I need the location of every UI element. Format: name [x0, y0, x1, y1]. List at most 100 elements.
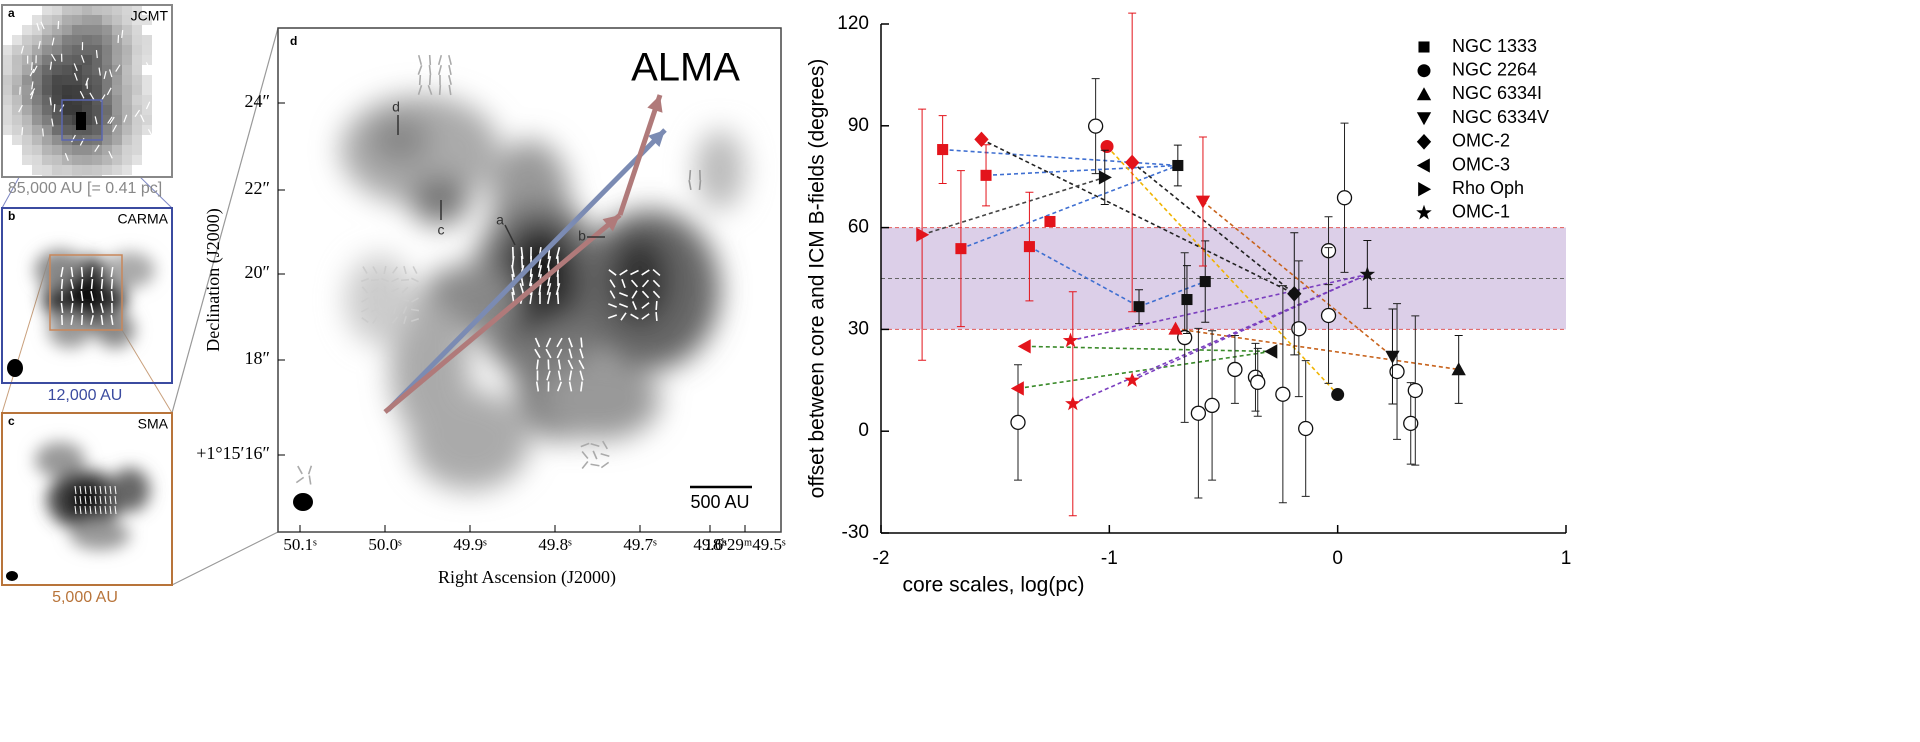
polarization-vector — [19, 153, 22, 162]
polarization-vector — [100, 266, 104, 278]
polarization-vector — [110, 278, 114, 290]
polarization-vector — [51, 118, 54, 127]
emission — [370, 115, 430, 165]
polarization-vector — [428, 54, 432, 66]
map-pixel — [2, 65, 12, 75]
map-pixel — [62, 55, 72, 65]
panel-frame — [277, 27, 782, 533]
map-pixel — [72, 165, 82, 175]
emission — [410, 175, 470, 225]
legend-label: OMC-2 — [1452, 131, 1510, 151]
link-line — [1138, 280, 1206, 308]
polarization-vector — [556, 291, 560, 305]
polarization-vector — [537, 264, 543, 278]
map-pixel — [122, 15, 132, 25]
marker — [1359, 266, 1376, 282]
marker — [1125, 154, 1140, 171]
map-pixel — [122, 5, 132, 15]
map-pixel — [122, 145, 132, 155]
map-pixel — [12, 115, 22, 125]
map-pixel — [92, 105, 102, 115]
polarization-vector — [80, 266, 84, 278]
polarization-vector — [609, 279, 616, 288]
polarization-vector — [557, 370, 562, 381]
map-pixel — [2, 55, 12, 65]
map-pixel — [142, 15, 152, 25]
beam — [7, 359, 23, 377]
map-pixel — [22, 155, 32, 165]
map-pixel — [42, 145, 52, 155]
map-pixel — [142, 85, 152, 95]
map-pixel — [42, 15, 52, 25]
y-tick-label: 0 — [858, 420, 869, 441]
map-pixel — [132, 35, 142, 45]
emission — [35, 442, 85, 478]
polarization-vector — [114, 485, 117, 495]
marker — [980, 169, 992, 181]
panel-text: 5,000 AU — [52, 589, 118, 606]
polarization-vector — [412, 266, 418, 274]
map-pixel — [2, 95, 12, 105]
map-pixel — [22, 85, 32, 95]
polarization-vector — [393, 305, 397, 315]
map-pixel — [42, 55, 52, 65]
map-pixel — [132, 105, 142, 115]
panel-text: JCMT — [131, 8, 169, 24]
marker — [1385, 350, 1400, 364]
map-pixel — [22, 35, 32, 45]
panel-text: d — [290, 34, 297, 48]
polarization-vector — [114, 495, 117, 505]
polarization-vector — [410, 317, 420, 323]
map-pixel — [72, 25, 82, 35]
link-line — [1017, 350, 1272, 390]
polarization-vector — [688, 169, 692, 181]
marker — [1124, 372, 1140, 387]
sma-map — [6, 442, 150, 581]
polarization-vector — [411, 277, 419, 283]
map-pixel — [122, 115, 132, 125]
polarization-vector — [520, 255, 524, 269]
polarization-vector — [99, 485, 102, 495]
map-pixel — [112, 115, 122, 125]
map-pixel — [2, 85, 12, 95]
map-pixel — [52, 55, 62, 65]
polarization-vector — [79, 90, 85, 99]
polarization-vector — [547, 291, 551, 305]
map-pixel — [62, 85, 72, 95]
polarization-vector — [110, 290, 114, 302]
polarization-vector — [103, 71, 107, 80]
map-pixel — [72, 85, 82, 95]
map-pixel — [82, 25, 92, 35]
polarization-vector — [21, 127, 24, 136]
map-pixel — [102, 15, 112, 25]
map-pixel — [112, 125, 122, 135]
map-pixel — [102, 105, 112, 115]
panel-text: ALMA — [631, 46, 740, 90]
map-pixel — [62, 145, 72, 155]
map-pixel — [82, 165, 92, 175]
map-pixel — [62, 65, 72, 75]
polarization-vector — [370, 278, 380, 282]
polarization-vector — [580, 337, 583, 348]
polarization-vector — [79, 495, 82, 505]
map-pixel — [102, 5, 112, 15]
polarization-vector — [545, 337, 552, 348]
marker — [1168, 321, 1183, 335]
emission — [610, 235, 670, 325]
polarization-vector — [418, 74, 422, 86]
map-pixel — [42, 45, 52, 55]
map-pixel — [42, 85, 52, 95]
map-pixel — [62, 25, 72, 35]
map-pixel — [52, 105, 62, 115]
map-pixel — [12, 135, 22, 145]
polarization-vector — [74, 505, 77, 515]
polarization-vector — [297, 465, 303, 475]
polarization-vector — [152, 135, 157, 144]
map-pixel — [102, 145, 112, 155]
map-pixel — [42, 135, 52, 145]
marker — [955, 243, 967, 255]
polarization-vector — [110, 314, 114, 326]
marker — [1287, 285, 1302, 302]
map-pixel — [82, 55, 92, 65]
map-pixel — [92, 75, 102, 85]
